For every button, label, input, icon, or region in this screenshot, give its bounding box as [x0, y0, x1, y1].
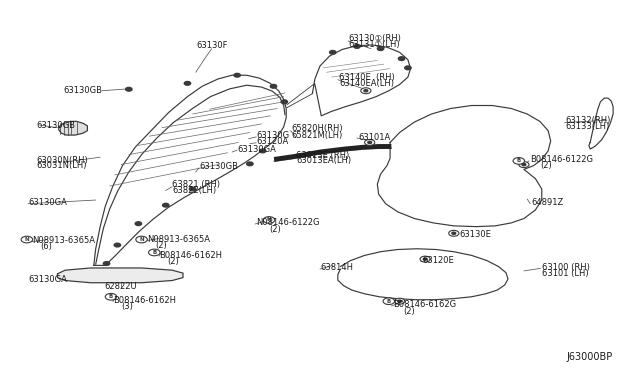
- Text: B: B: [387, 299, 391, 304]
- Text: 63130GB: 63130GB: [36, 121, 76, 129]
- Circle shape: [513, 158, 525, 164]
- Text: 63100 (RH): 63100 (RH): [541, 263, 589, 272]
- Circle shape: [263, 217, 275, 223]
- Text: 64891Z: 64891Z: [532, 198, 564, 207]
- Circle shape: [163, 203, 169, 207]
- Circle shape: [189, 187, 196, 191]
- Text: 63821 (RH): 63821 (RH): [172, 180, 220, 189]
- Text: 63030N(RH): 63030N(RH): [36, 155, 88, 165]
- Circle shape: [21, 236, 33, 243]
- Circle shape: [365, 140, 375, 145]
- Text: B: B: [109, 294, 113, 299]
- Text: B: B: [516, 158, 521, 163]
- Circle shape: [519, 161, 529, 167]
- Text: 63131①(LH): 63131①(LH): [349, 41, 400, 49]
- Text: B08146-6162H: B08146-6162H: [113, 296, 176, 305]
- Text: 63130F: 63130F: [196, 41, 227, 50]
- Text: (2): (2): [168, 257, 179, 266]
- Text: 63130GB: 63130GB: [199, 162, 238, 171]
- Circle shape: [105, 294, 116, 300]
- Text: 65821M(LH): 65821M(LH): [291, 131, 342, 140]
- Text: 63101 (LH): 63101 (LH): [541, 269, 588, 278]
- Circle shape: [449, 230, 459, 236]
- Text: 65820H(RH): 65820H(RH): [291, 124, 343, 133]
- Text: 63013EA(LH): 63013EA(LH): [296, 156, 351, 166]
- Text: 63130①(RH): 63130①(RH): [349, 34, 401, 43]
- Text: 63120A: 63120A: [256, 137, 289, 146]
- Text: N: N: [140, 237, 144, 242]
- Circle shape: [378, 47, 384, 51]
- Text: 63130GA: 63130GA: [28, 198, 67, 207]
- Circle shape: [354, 45, 360, 48]
- Circle shape: [125, 87, 132, 91]
- Circle shape: [404, 66, 411, 70]
- Circle shape: [522, 163, 526, 166]
- Text: N: N: [267, 218, 271, 222]
- Circle shape: [398, 57, 404, 61]
- Text: 63101A: 63101A: [358, 133, 390, 142]
- Text: (2): (2): [155, 241, 166, 250]
- Text: 63031N(LH): 63031N(LH): [36, 161, 87, 170]
- Circle shape: [397, 300, 401, 302]
- Circle shape: [281, 100, 287, 104]
- Text: 63140E  (RH): 63140E (RH): [339, 73, 395, 81]
- Text: B: B: [152, 250, 156, 255]
- Circle shape: [368, 141, 372, 144]
- Text: (2): (2): [403, 307, 415, 316]
- Text: B08146-6122G: B08146-6122G: [531, 155, 593, 164]
- Text: J63000BP: J63000BP: [567, 352, 613, 362]
- Circle shape: [135, 222, 141, 225]
- Text: (3): (3): [122, 302, 134, 311]
- Text: 63133(LH): 63133(LH): [565, 122, 609, 131]
- Circle shape: [383, 298, 394, 305]
- Text: N08146-6122G: N08146-6122G: [256, 218, 320, 227]
- Text: 63013E (RH): 63013E (RH): [296, 151, 349, 160]
- Text: 63822(LH): 63822(LH): [172, 186, 216, 195]
- Text: N08913-6365A: N08913-6365A: [147, 235, 210, 244]
- Circle shape: [394, 298, 404, 304]
- Circle shape: [420, 256, 430, 262]
- Circle shape: [361, 88, 371, 94]
- Text: 63130G: 63130G: [256, 131, 289, 140]
- Circle shape: [423, 258, 427, 260]
- Polygon shape: [59, 121, 88, 135]
- Circle shape: [103, 262, 109, 265]
- Text: 63120E: 63120E: [422, 256, 454, 265]
- Text: 63130GB: 63130GB: [63, 86, 102, 94]
- Circle shape: [330, 51, 336, 54]
- Circle shape: [270, 84, 276, 88]
- Text: N: N: [24, 237, 29, 242]
- Text: 62822U: 62822U: [105, 282, 138, 291]
- Polygon shape: [58, 268, 183, 283]
- Circle shape: [148, 249, 160, 256]
- Text: B08146-6162H: B08146-6162H: [159, 251, 223, 260]
- Text: 63814H: 63814H: [320, 263, 353, 272]
- Circle shape: [246, 162, 253, 166]
- Text: 63130E: 63130E: [459, 230, 491, 239]
- Circle shape: [259, 149, 266, 153]
- Circle shape: [114, 243, 120, 247]
- Text: N08913-6365A: N08913-6365A: [32, 236, 95, 245]
- Circle shape: [452, 232, 456, 234]
- Text: 63130GA: 63130GA: [237, 145, 276, 154]
- Text: (6): (6): [40, 243, 52, 251]
- Circle shape: [364, 90, 368, 92]
- Text: 63140EA(LH): 63140EA(LH): [339, 79, 394, 88]
- Text: B08146-6162G: B08146-6162G: [394, 300, 456, 310]
- Circle shape: [184, 81, 191, 85]
- Text: 63132(RH): 63132(RH): [565, 116, 611, 125]
- Text: (2): (2): [269, 225, 281, 234]
- Circle shape: [234, 73, 241, 77]
- Text: 63130GA: 63130GA: [28, 275, 67, 283]
- Text: (2): (2): [540, 161, 552, 170]
- Circle shape: [136, 236, 147, 243]
